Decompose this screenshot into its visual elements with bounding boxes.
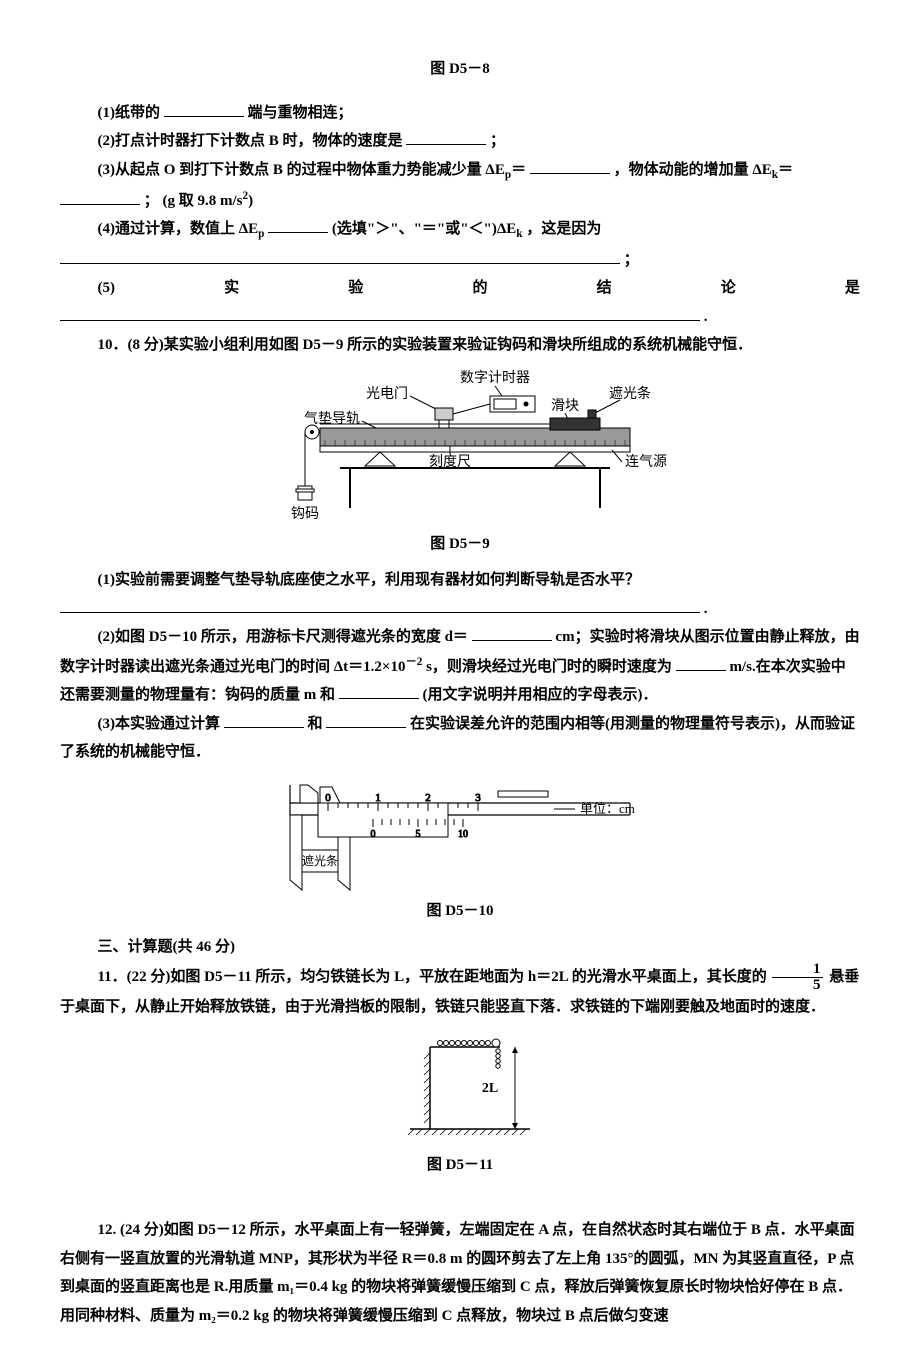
blank-q9-3b — [60, 189, 140, 205]
text: (2)打点计时器打下计数点 B 时，物体的速度是 — [98, 133, 403, 149]
fig-d5-11: 2L 图 D5－11 — [60, 1029, 860, 1180]
text: (3)从起点 O 到打下计数点 B 的过程中物体重力势能减少量 ΔE — [98, 162, 505, 178]
blank-q10-2b — [676, 655, 726, 671]
text: (1)纸带的 — [98, 105, 161, 121]
text: 11．(22 分)如图 D5－11 所示，均匀铁链长为 L，平放在距地面为 h＝… — [98, 969, 767, 985]
q10-part1: (1)实验前需要调整气垫导轨底座使之水平，利用现有器材如何判断导轨是否水平？ — [60, 566, 860, 595]
text: (5) — [98, 274, 116, 303]
label-shade: 遮光条 — [609, 385, 651, 402]
text: ＝ — [511, 162, 526, 178]
text: (4)通过计算，数值上 ΔE — [98, 221, 259, 237]
text: (2)如图 D5－10 所示，用游标卡尺测得遮光条的宽度 d＝ — [98, 629, 468, 645]
fig-d5-11-label: 图 D5－11 — [427, 1151, 493, 1180]
label-unit: 单位：cm — [580, 801, 635, 816]
q11-text: 11．(22 分)如图 D5－11 所示，均匀铁链长为 L，平放在距地面为 h＝… — [60, 962, 860, 1022]
text: 的 — [472, 274, 487, 303]
q9-part1: (1)纸带的 端与重物相连； — [60, 99, 860, 128]
q9-part3: (3)从起点 O 到打下计数点 B 的过程中物体重力势能减少量 ΔEp＝ ，物体… — [60, 156, 860, 216]
fig-d5-11-svg: 2L — [380, 1029, 540, 1149]
section-3-head: 三、计算题(共 46 分) — [60, 933, 860, 962]
svg-text:1: 1 — [375, 792, 381, 804]
text: . — [704, 309, 708, 325]
svg-text:5: 5 — [416, 829, 421, 840]
text: ； — [490, 133, 505, 149]
label-slider: 滑块 — [551, 397, 579, 414]
blank-q10-3b — [326, 712, 406, 728]
label-lightgate: 光电门 — [366, 386, 408, 402]
svg-text:10: 10 — [458, 829, 468, 840]
fig-d5-8-label: 图 D5－8 — [60, 55, 860, 84]
text: ； — [624, 252, 639, 268]
frac-num: 1 — [772, 962, 823, 978]
q9-part5-line2: . — [60, 303, 860, 332]
sub-p2: p — [258, 228, 264, 240]
text: 是 — [845, 274, 860, 303]
text: . — [704, 601, 708, 617]
blank-q10-3a — [224, 712, 304, 728]
blank-q9-3a — [530, 158, 610, 174]
blank-q9-4a — [268, 217, 328, 233]
text: (选填"＞"、"＝"或"＜")ΔE — [332, 221, 516, 237]
text: 结 — [597, 274, 612, 303]
label-shade-strip: 遮光条 — [302, 853, 338, 868]
text: ) — [248, 193, 253, 209]
text: (3)本实验通过计算 — [98, 716, 221, 732]
text: ； (g 取 9.8 m/s — [144, 193, 243, 209]
fig-d5-10-svg: 0 1 2 3 单位：cm 0 5 10 遮光条 — [250, 775, 670, 895]
blank-q9-5 — [60, 305, 700, 321]
q9-part5: (5) 实 验 的 结 论 是 — [60, 274, 860, 303]
text: ，这是因为 — [526, 221, 601, 237]
svg-text:3: 3 — [475, 792, 481, 804]
label-timer: 数字计时器 — [460, 370, 530, 386]
blank-q9-2 — [406, 129, 486, 145]
text: 验 — [348, 274, 363, 303]
frac-den: 5 — [772, 978, 823, 993]
text: 论 — [721, 274, 736, 303]
sup-neg2: －2 — [405, 656, 422, 668]
blank-q10-2c — [339, 683, 419, 699]
text: 端与重物相连； — [248, 105, 353, 121]
sub-k2: k — [516, 228, 522, 240]
q10-part1-blank: . — [60, 595, 860, 624]
blank-q9-4b — [60, 248, 620, 264]
q10-head: 10．(8 分)某实验小组利用如图 D5－9 所示的实验装置来验证钩码和滑块所组… — [60, 331, 860, 360]
fig-d5-10-label: 图 D5－10 — [426, 897, 493, 926]
text: ，物体动能的增加量 ΔE — [614, 162, 772, 178]
label-2L: 2L — [482, 1081, 498, 1096]
q9-part4: (4)通过计算，数值上 ΔEp (选填"＞"、"＝"或"＜")ΔEk ，这是因为 — [60, 215, 860, 245]
q9-part4-line2: ； — [60, 246, 860, 275]
label-hook: 钩码 — [291, 506, 319, 522]
svg-text:0: 0 — [325, 792, 331, 804]
blank-q9-1 — [164, 101, 244, 117]
text: s，则滑块经过光电门时的瞬时速度为 — [422, 659, 672, 675]
blank-q10-1 — [60, 597, 700, 613]
q10-part3: (3)本实验通过计算 和 在实验误差允许的范围内相等(用测量的物理量符号表示)，… — [60, 710, 860, 767]
svg-text:2: 2 — [425, 792, 431, 804]
q10-part2: (2)如图 D5－10 所示，用游标卡尺测得遮光条的宽度 d＝ cm；实验时将滑… — [60, 623, 860, 710]
svg-text:0: 0 — [371, 829, 376, 840]
fig-d5-10: 0 1 2 3 单位：cm 0 5 10 遮光条 图 D5－10 — [60, 775, 860, 926]
fig-d5-9: 数字计时器 光电门 滑块 遮光条 气垫导轨 钩码 刻度尺 连气源 图 D5－9 — [60, 368, 860, 559]
text: ＝ — [778, 162, 793, 178]
text: 实 — [224, 274, 239, 303]
fig-d5-9-svg: 数字计时器 光电门 滑块 遮光条 气垫导轨 钩码 刻度尺 连气源 — [250, 368, 670, 528]
text: 和 — [308, 716, 323, 732]
label-airsource: 连气源 — [625, 454, 667, 470]
fig-d5-9-label: 图 D5－9 — [430, 530, 490, 559]
q9-part2: (2)打点计时器打下计数点 B 时，物体的速度是 ； — [60, 127, 860, 156]
q12-text: 12. (24 分)如图 D5－12 所示，水平桌面上有一轻弹簧，左端固定在 A… — [60, 1216, 860, 1330]
text: (用文字说明并用相应的字母表示)． — [423, 687, 658, 703]
fraction-1-5: 1 5 — [772, 962, 823, 993]
blank-q10-2a — [472, 625, 552, 641]
